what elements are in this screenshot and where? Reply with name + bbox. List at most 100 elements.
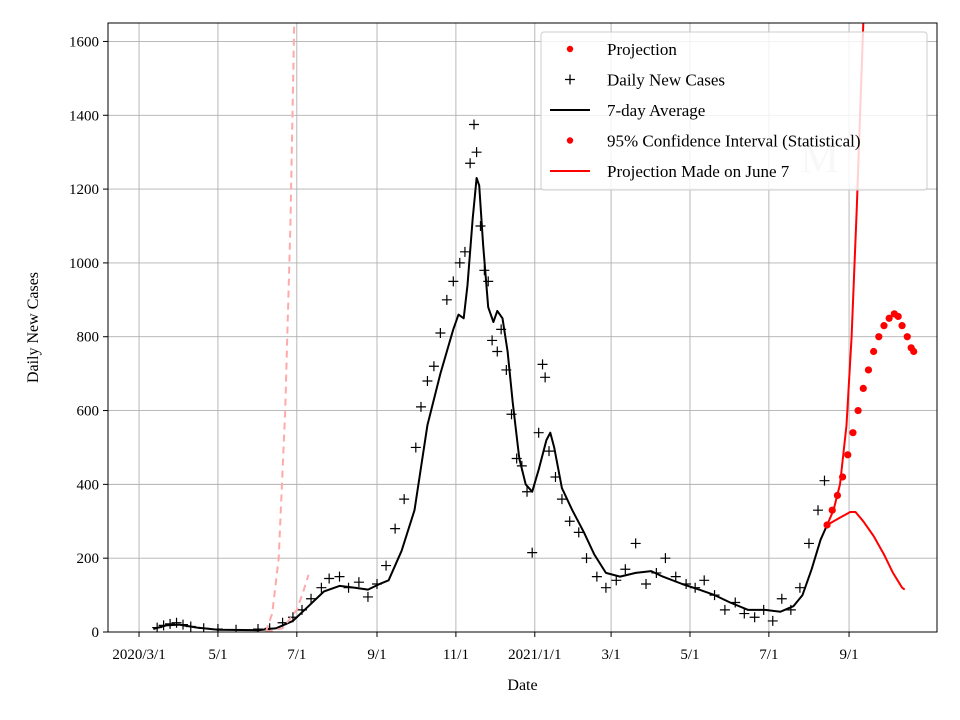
daily-case-marker	[362, 591, 373, 602]
daily-case-marker	[471, 147, 482, 158]
projection-point	[910, 347, 918, 356]
daily-case-marker	[540, 372, 551, 383]
x-tick-label: 7/1	[759, 647, 778, 663]
daily-case-marker	[441, 294, 452, 305]
daily-case-marker	[739, 608, 750, 619]
series-dashed-line	[264, 23, 296, 632]
projection-point	[875, 333, 883, 341]
daily-case-marker	[767, 615, 778, 626]
daily-case-marker	[813, 505, 824, 516]
daily-case-marker	[428, 361, 439, 372]
projection-point	[859, 384, 867, 392]
legend-label: 7-day Average	[607, 101, 705, 120]
legend-box	[540, 31, 928, 191]
legend-plus-marker	[565, 74, 575, 85]
projection-point	[844, 451, 852, 459]
daily-case-marker	[533, 427, 544, 438]
x-tick-label: 9/1	[839, 647, 858, 663]
daily-case-marker	[819, 475, 830, 486]
daily-case-marker	[422, 376, 433, 387]
projection-point	[903, 333, 911, 341]
legend: Projection Daily New Cases 7-day Average 95…	[540, 31, 928, 191]
x-tick-label: 9/1	[367, 647, 386, 663]
x-tick-label: 5/1	[680, 647, 699, 663]
plot-frame	[107, 22, 938, 633]
daily-case-marker	[564, 516, 575, 527]
legend-label: Daily New Cases	[607, 71, 725, 90]
series-line	[826, 511, 906, 591]
daily-case-marker	[776, 593, 787, 604]
daily-case-marker	[492, 346, 503, 357]
daily-case-marker	[415, 401, 426, 412]
daily-case-marker	[399, 494, 410, 505]
legend-label: Projection Made on June 7	[607, 162, 790, 181]
legend-dot-marker	[566, 137, 574, 144]
y-tick-label: 200	[77, 551, 100, 567]
series-dashed-line	[265, 574, 310, 632]
daily-case-marker	[544, 446, 555, 457]
axes: 2020/3/1 5/1 7/1 9/1 11/1 2021/1/1 3/1 5/1 7/1 9/…	[69, 22, 938, 663]
daily-case-marker	[334, 571, 345, 582]
daily-case-marker	[306, 593, 317, 604]
projection-point	[880, 322, 888, 330]
daily-case-marker	[171, 617, 182, 628]
projection-point	[894, 312, 902, 321]
daily-case-marker	[660, 553, 671, 564]
daily-case-marker	[469, 119, 480, 130]
daily-case-marker	[600, 582, 611, 593]
daily-case-marker	[390, 523, 401, 534]
y-tick-label: 1400	[69, 108, 99, 124]
daily-case-marker	[670, 571, 681, 582]
x-tick-label: 5/1	[208, 647, 227, 663]
daily-case-marker	[353, 577, 364, 588]
y-tick-label: 400	[77, 477, 100, 493]
daily-case-marker	[573, 527, 584, 538]
daily-case-marker	[459, 246, 470, 257]
x-tick-label: 2021/1/1	[508, 647, 561, 663]
daily-case-marker	[522, 486, 533, 497]
daily-case-marker	[641, 579, 652, 590]
legend-label: 95% Confidence Interval (Statistical)	[607, 132, 861, 151]
daily-case-marker	[448, 276, 459, 287]
x-tick-label: 7/1	[287, 647, 306, 663]
y-tick-label: 0	[92, 625, 100, 641]
daily-case-marker	[324, 573, 335, 584]
y-tick-label: 800	[77, 330, 100, 346]
daily-case-marker	[435, 328, 446, 339]
daily-case-marker	[591, 571, 602, 582]
daily-case-marker	[487, 335, 498, 346]
daily-case-marker	[581, 553, 592, 564]
daily-case-marker	[803, 538, 814, 549]
x-tick-label: 3/1	[602, 647, 621, 663]
y-tick-label: 600	[77, 404, 100, 420]
x-tick-label: 11/1	[443, 647, 469, 663]
projection-point	[849, 429, 857, 437]
daily-case-marker	[556, 494, 567, 505]
x-axis-label: Date	[507, 677, 537, 694]
daily-case-marker	[483, 276, 494, 287]
projection-point	[885, 314, 893, 322]
daily-case-marker	[381, 560, 392, 571]
daily-case-marker	[165, 618, 176, 629]
series-line	[153, 177, 829, 632]
daily-case-marker	[630, 538, 641, 549]
projection-point	[864, 366, 873, 374]
daily-case-marker	[454, 257, 465, 268]
y-axis-label: Daily New Cases	[25, 272, 42, 383]
projection-point	[898, 322, 906, 330]
daily-case-marker	[527, 547, 538, 558]
daily-case-marker	[316, 582, 327, 593]
daily-case-marker	[410, 442, 421, 453]
projection-point	[870, 347, 878, 356]
daily-case-marker	[465, 158, 476, 169]
daily-case-marker	[611, 575, 622, 586]
daily-case-marker	[537, 359, 548, 370]
x-tick-label: 2020/3/1	[112, 647, 165, 663]
legend-dot-marker	[566, 45, 574, 53]
legend-label: Projection	[607, 40, 677, 59]
projection-point	[854, 406, 862, 415]
daily-case-marker	[719, 604, 730, 615]
y-tick-label: 1200	[69, 182, 99, 198]
daily-case-marker	[620, 564, 631, 575]
